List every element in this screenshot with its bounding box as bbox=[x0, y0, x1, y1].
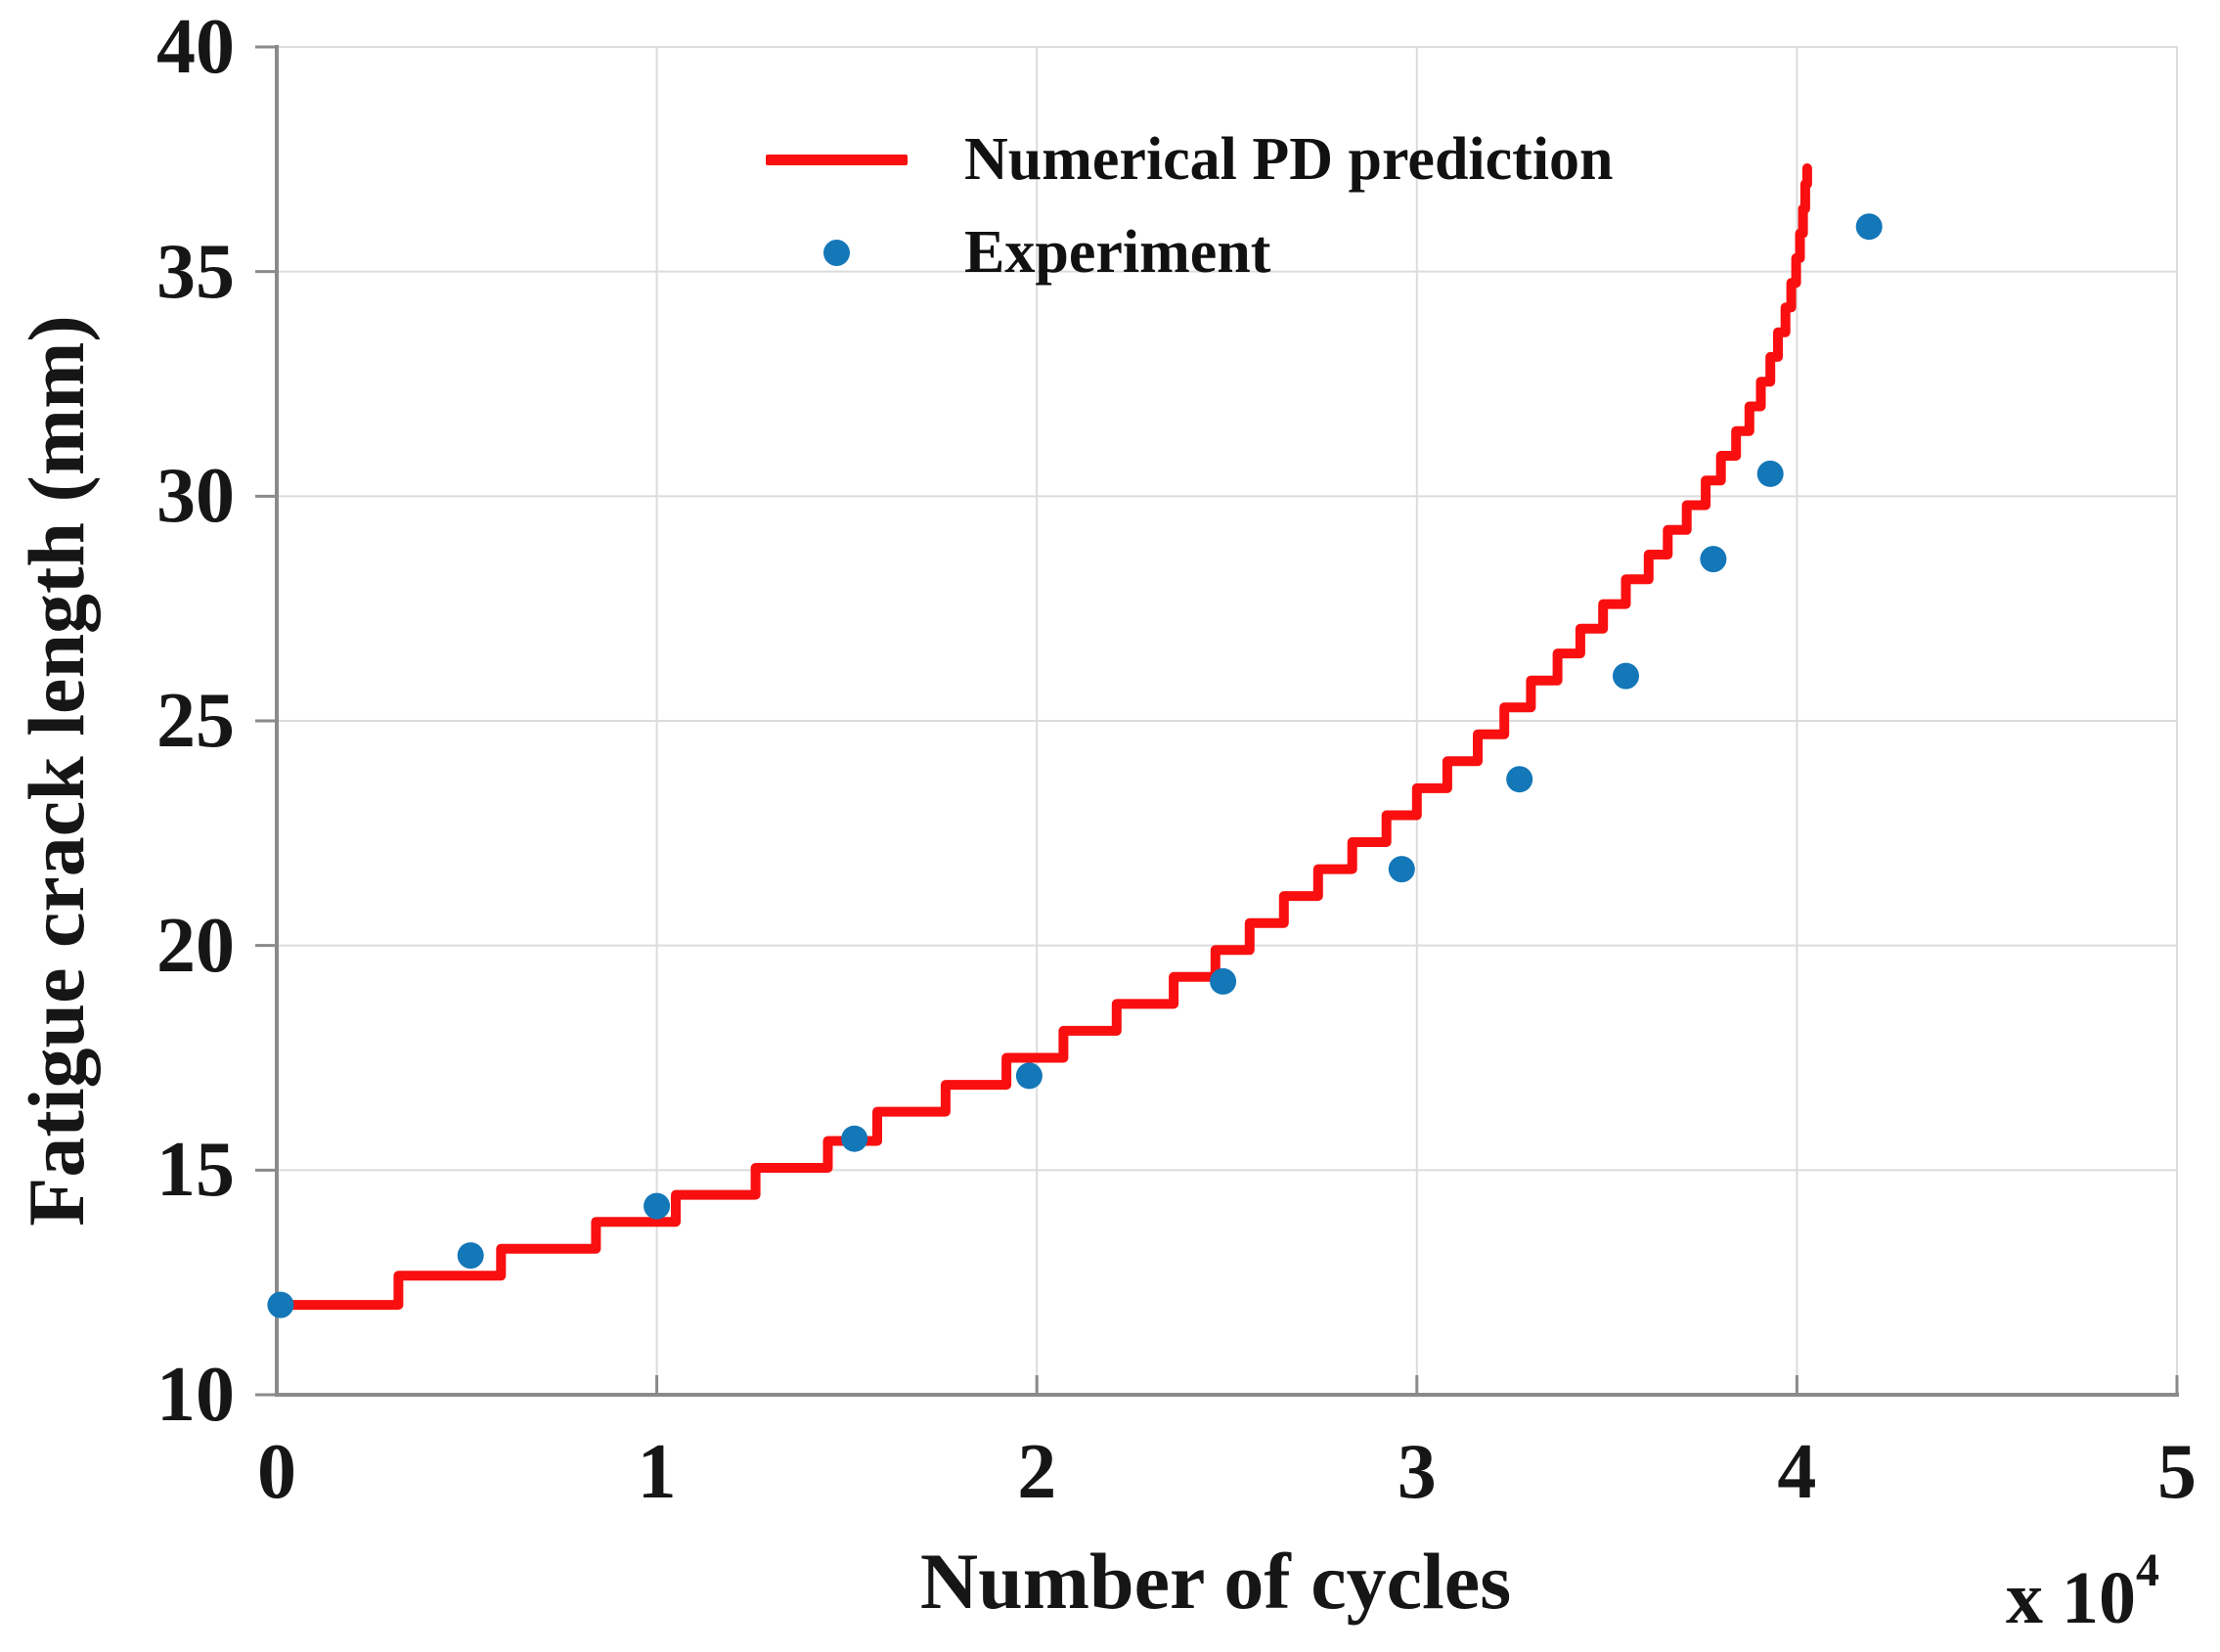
experiment-dot-icon bbox=[823, 240, 850, 266]
x-tick-label: 4 bbox=[1777, 1429, 1817, 1515]
experiment-data-point bbox=[1855, 213, 1883, 241]
y-tick-label: 20 bbox=[156, 902, 235, 989]
experiment-data-point bbox=[1388, 856, 1415, 883]
prediction-line-icon bbox=[766, 155, 908, 165]
prediction-curve bbox=[272, 163, 1812, 1311]
x-tick-label: 3 bbox=[1397, 1429, 1437, 1515]
legend-entry-prediction: Numerical PD prediction bbox=[766, 113, 1614, 206]
experiment-data-point bbox=[644, 1192, 671, 1220]
x-tick-label: 0 bbox=[257, 1429, 296, 1515]
x-axis-scale-multiplier: x 104 bbox=[2006, 1543, 2159, 1641]
experiment-data-point bbox=[1015, 1062, 1043, 1090]
x-scale-base: x 10 bbox=[2006, 1557, 2136, 1639]
legend-label-prediction: Numerical PD prediction bbox=[964, 126, 1614, 193]
y-tick-label: 15 bbox=[156, 1127, 235, 1214]
x-tick-label: 2 bbox=[1017, 1429, 1057, 1515]
experiment-data-point bbox=[1506, 766, 1533, 793]
experiment-data-point bbox=[267, 1291, 294, 1318]
y-tick-label: 35 bbox=[156, 228, 235, 315]
legend: Numerical PD prediction Experiment bbox=[766, 113, 1614, 299]
x-scale-exponent: 4 bbox=[2136, 1544, 2159, 1596]
legend-entry-experiment: Experiment bbox=[766, 206, 1614, 299]
experiment-data-point bbox=[457, 1242, 484, 1270]
y-tick-label: 40 bbox=[156, 4, 235, 90]
y-tick-label: 30 bbox=[156, 453, 235, 540]
y-axis-title: Fatigue crack length (mm) bbox=[12, 315, 101, 1227]
x-tick-label: 1 bbox=[637, 1429, 677, 1515]
legend-label-experiment: Experiment bbox=[964, 219, 1271, 286]
experiment-data-point bbox=[1210, 967, 1237, 995]
x-tick-label: 5 bbox=[2157, 1429, 2197, 1515]
y-tick-label: 25 bbox=[156, 678, 235, 764]
experiment-data-point bbox=[841, 1125, 868, 1152]
experiment-data-point bbox=[1756, 460, 1784, 487]
experiment-data-point bbox=[1613, 662, 1639, 690]
y-tick-label: 10 bbox=[156, 1352, 235, 1438]
x-axis-title: Number of cycles bbox=[919, 1537, 1512, 1626]
experiment-data-point bbox=[1700, 546, 1727, 573]
